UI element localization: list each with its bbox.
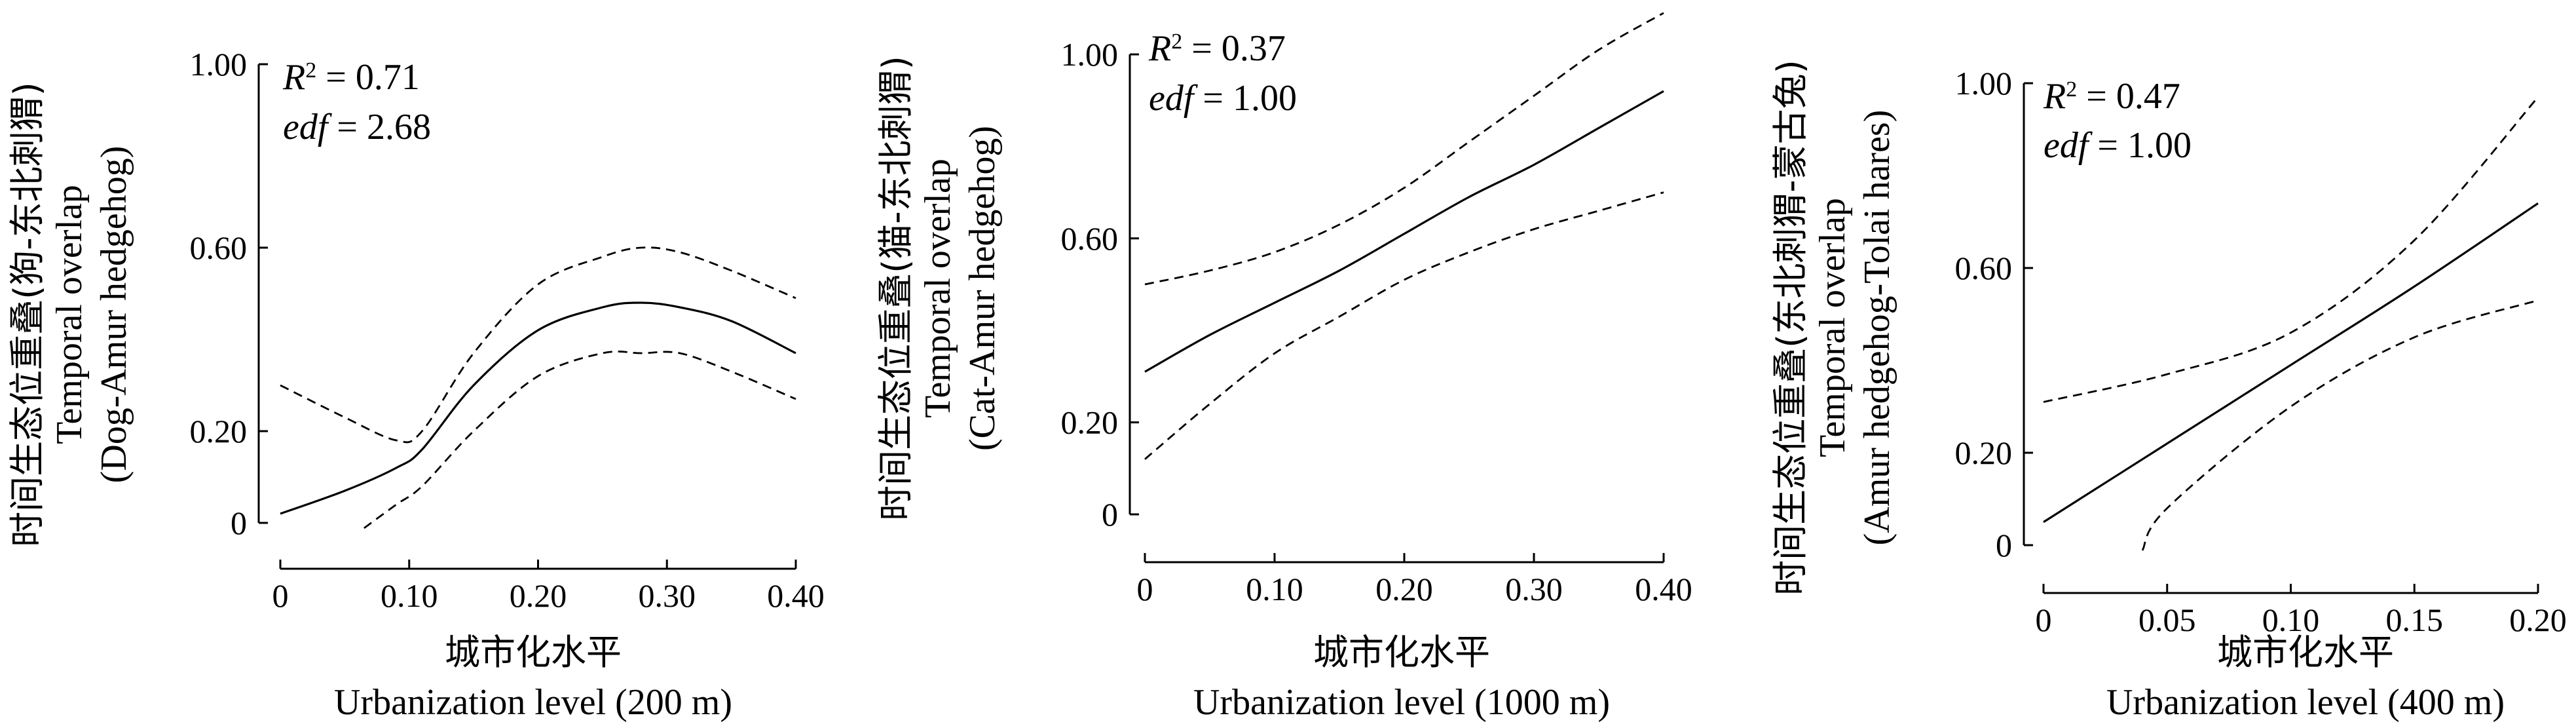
- fitted-curve: [1144, 90, 1664, 373]
- axes: 0 0.20 0.60 1.00 0 0.10 0.20 0.30 0.40: [1061, 36, 1692, 607]
- curves: [280, 246, 796, 529]
- y-axis-label-en: Temporal overlap: [49, 185, 90, 444]
- fitted-curve: [280, 301, 796, 515]
- edf-stat: edf = 2.68: [283, 107, 431, 147]
- panel-dog-amur-hedgehog: 0 0.20 0.60 1.00 0 0.10 0.20 0.30 0.40 R2 = 0.71…: [7, 46, 825, 723]
- panel-amur-hedgehog-tolai-hares: 0 0.20 0.60 1.00 0 0.05 0.10 0.15 0.20 R2 = 0.47…: [1770, 60, 2567, 723]
- x-axis-label-cn: 城市化水平: [445, 632, 622, 673]
- y-tick-label: 0.60: [1061, 220, 1119, 257]
- y-axis-label-en-species: (Dog-Amur hedgehog): [94, 146, 134, 484]
- lower-confidence-band: [1144, 191, 1664, 460]
- y-tick-label: 0: [1996, 527, 2012, 564]
- x-tick-label: 0.20: [2509, 602, 2567, 638]
- y-axis-label-en-species: (Amur hedgehog-Tolai hares): [1857, 110, 1897, 546]
- x-tick-label: 0.10: [2262, 602, 2320, 638]
- panel-cat-amur-hedgehog: 0 0.20 0.60 1.00 0 0.10 0.20 0.30 0.40 R2 = 0.37…: [875, 12, 1692, 723]
- x-tick-label: 0.10: [381, 577, 438, 614]
- x-axis-label-en: Urbanization level (1000 m): [1193, 682, 1610, 723]
- edf-stat: edf = 1.00: [1149, 78, 1297, 119]
- edf-stat: edf = 1.00: [2044, 125, 2192, 166]
- y-tick-label: 1.00: [1061, 36, 1119, 73]
- upper-confidence-band: [280, 246, 796, 444]
- y-tick-label: 0.20: [1955, 434, 2013, 471]
- lower-confidence-band: [364, 351, 796, 529]
- x-axis-label-cn: 城市化水平: [1313, 632, 1490, 673]
- x-axis-label-en: Urbanization level (400 m): [2106, 682, 2505, 723]
- fitted-curve: [2043, 202, 2539, 524]
- y-axis-label-en: Temporal overlap: [1812, 198, 1853, 457]
- y-axis-label-cn: 时间生态位重叠(猫-东北刺猬): [875, 56, 916, 521]
- x-axis-label-en: Urbanization level (200 m): [334, 682, 732, 723]
- x-tick-label: 0: [1137, 571, 1153, 607]
- y-tick-label: 0.20: [190, 413, 248, 449]
- x-tick-label: 0.05: [2138, 602, 2196, 638]
- y-tick-label: 1.00: [190, 46, 248, 83]
- axes: 0 0.20 0.60 1.00 0 0.10 0.20 0.30 0.40: [190, 46, 825, 614]
- x-tick-label: 0.20: [510, 577, 567, 614]
- upper-confidence-band: [2043, 96, 2539, 403]
- y-tick-label: 0.20: [1061, 404, 1119, 441]
- r2-stat: R2 = 0.47: [2043, 76, 2180, 117]
- y-tick-label: 0: [1102, 496, 1118, 533]
- x-tick-label: 0.40: [1635, 571, 1692, 607]
- x-tick-label: 0.10: [1246, 571, 1303, 607]
- y-axis-label-cn: 时间生态位重叠(东北刺猬-蒙古兔): [1770, 60, 1811, 596]
- y-tick-label: 0: [231, 505, 247, 541]
- y-axis-label-en: Temporal overlap: [918, 159, 958, 418]
- r2-stat: R2 = 0.71: [282, 57, 420, 98]
- y-tick-label: 1.00: [1955, 65, 2013, 102]
- x-tick-label: 0.30: [1505, 571, 1563, 607]
- curves: [1144, 12, 1664, 460]
- r2-stat: R2 = 0.37: [1148, 28, 1286, 69]
- y-tick-label: 0.60: [190, 229, 248, 266]
- x-tick-label: 0.30: [639, 577, 696, 614]
- y-axis-label-cn: 时间生态位重叠(狗-东北刺猬): [7, 82, 48, 547]
- x-tick-label: 0.40: [767, 577, 825, 614]
- lower-confidence-band: [2141, 299, 2539, 551]
- x-tick-label: 0.15: [2386, 602, 2444, 638]
- y-axis-label-en-species: (Cat-Amur hedgehog): [962, 126, 1003, 451]
- curves: [2043, 96, 2539, 551]
- y-tick-label: 0.60: [1955, 250, 2013, 286]
- axes: 0 0.20 0.60 1.00 0 0.05 0.10 0.15 0.20: [1955, 65, 2567, 638]
- x-tick-label: 0: [2036, 602, 2052, 638]
- x-axis-label-cn: 城市化水平: [2217, 632, 2394, 673]
- x-tick-label: 0.20: [1375, 571, 1433, 607]
- x-tick-label: 0: [272, 577, 289, 614]
